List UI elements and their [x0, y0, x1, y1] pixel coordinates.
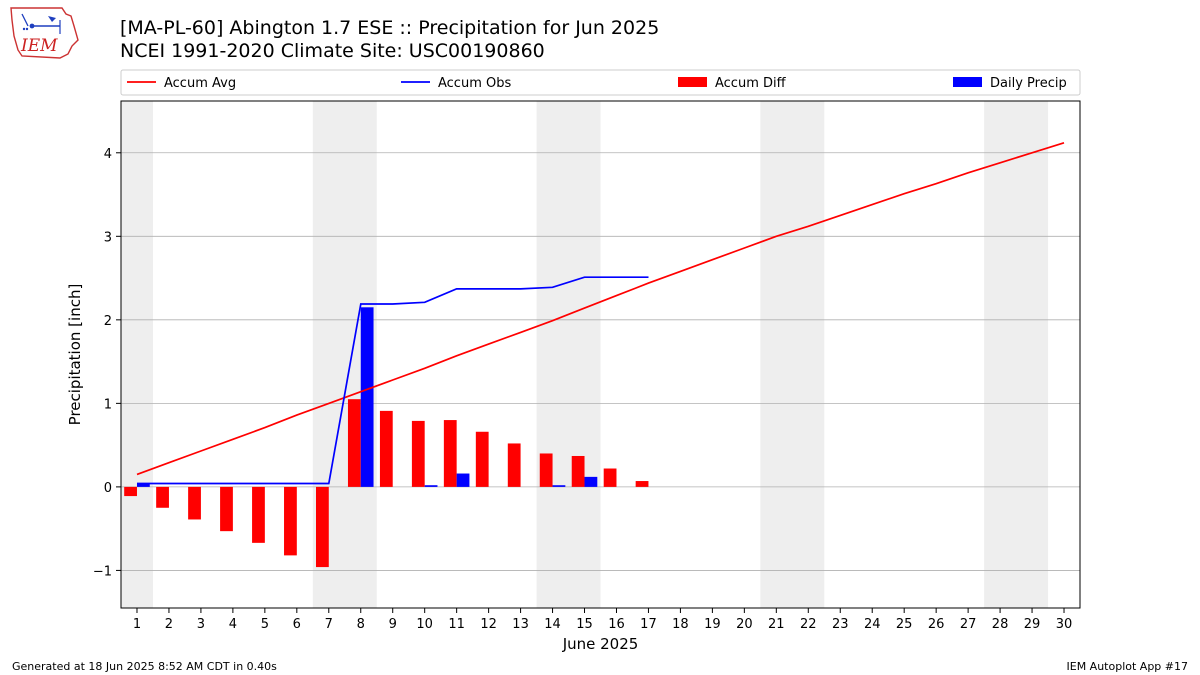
- x-tick-label: 3: [197, 617, 205, 632]
- app-label: IEM Autoplot App #17: [1066, 660, 1189, 673]
- x-tick-label: 17: [640, 617, 657, 632]
- y-axis-label: Precipitation [inch]: [66, 284, 84, 426]
- accum-diff-bar: [475, 431, 489, 487]
- x-tick-label: 22: [800, 617, 817, 632]
- x-tick-label: 8: [357, 617, 365, 632]
- accum-diff-bar: [635, 481, 649, 487]
- x-tick-label: 19: [704, 617, 721, 632]
- y-tick-label: −1: [93, 564, 112, 579]
- x-tick-label: 16: [608, 617, 625, 632]
- x-tick-label: 21: [768, 617, 785, 632]
- weekend-band-0: [121, 101, 153, 608]
- chart-subtitle: NCEI 1991-2020 Climate Site: USC00190860: [120, 40, 545, 62]
- y-tick-label: 2: [104, 314, 112, 329]
- y-tick-label: 4: [104, 147, 112, 162]
- x-tick-label: 27: [960, 617, 977, 632]
- legend-label: Accum Obs: [438, 76, 511, 91]
- weekend-band-3: [760, 101, 825, 608]
- weekend-band-2: [536, 101, 601, 608]
- accum-obs-line: [137, 276, 649, 485]
- accum-diff-bar: [411, 420, 425, 487]
- legend-box: [120, 69, 1081, 96]
- plot-frame: [120, 100, 1081, 609]
- accum-diff-bar: [124, 486, 137, 497]
- lines: [136, 141, 1065, 485]
- x-tick-label: 4: [229, 617, 237, 632]
- x-tick-label: 7: [325, 617, 333, 632]
- x-tick-label: 10: [416, 617, 433, 632]
- daily-precip-bar: [136, 483, 150, 487]
- gridlines: [121, 152, 1080, 571]
- accum-diff-bar: [284, 486, 297, 556]
- iem-logo: IEM: [8, 6, 80, 60]
- x-tick-label: 30: [1056, 617, 1073, 632]
- accum-diff-bar: [571, 455, 585, 487]
- weekend-band-4: [984, 101, 1049, 608]
- bars: [124, 307, 649, 568]
- x-tick-label: 26: [928, 617, 945, 632]
- x-axis-label: June 2025: [562, 635, 639, 653]
- x-tick-label: 15: [576, 617, 593, 632]
- x-tick-label: 24: [864, 617, 881, 632]
- x-tick-label: 9: [389, 617, 397, 632]
- x-tick-label: 28: [992, 617, 1009, 632]
- accum-diff-bar: [539, 453, 553, 487]
- daily-precip-bar: [360, 307, 374, 487]
- legend-label: Daily Precip: [990, 76, 1067, 91]
- accum-diff-bar: [507, 443, 521, 487]
- y-tick-label: 3: [104, 230, 112, 245]
- accum-avg-line: [136, 141, 1065, 476]
- generated-note: Generated at 18 Jun 2025 8:52 AM CDT in …: [12, 660, 277, 673]
- daily-precip-bar: [456, 473, 470, 487]
- legend-swatch-bar: [678, 77, 707, 87]
- accum-diff-bar: [315, 486, 329, 568]
- logo-text: IEM: [20, 36, 58, 56]
- weekend-shading: [121, 101, 1049, 608]
- accum-diff-bar: [252, 486, 265, 543]
- y-tick-label: 0: [104, 481, 112, 496]
- accum-diff-bar: [379, 410, 393, 487]
- accum-diff-bar: [188, 486, 201, 520]
- x-tick-label: 2: [165, 617, 173, 632]
- y-tick-label: 1: [104, 397, 112, 412]
- x-tick-label: 23: [832, 617, 849, 632]
- accum-diff-bar: [220, 486, 233, 532]
- accum-diff-bar: [603, 468, 617, 487]
- x-tick-label: 5: [261, 617, 269, 632]
- chart-title: [MA-PL-60] Abington 1.7 ESE :: Precipita…: [120, 17, 660, 39]
- accum-diff-bar: [156, 486, 169, 508]
- x-tick-label: 25: [896, 617, 913, 632]
- accum-diff-bar: [347, 399, 361, 487]
- legend-label: Accum Diff: [715, 76, 787, 91]
- accum-diff-bar: [443, 420, 457, 487]
- daily-precip-bar: [584, 476, 598, 487]
- legend: Accum Avg Accum Obs Accum Diff Daily Precip: [120, 69, 1081, 96]
- x-tick-label: 13: [512, 617, 529, 632]
- x-tick-label: 18: [672, 617, 689, 632]
- x-tick-label: 14: [544, 617, 561, 632]
- legend-swatch-bar: [953, 77, 982, 87]
- x-tick-label: 11: [448, 617, 465, 632]
- x-tick-label: 20: [736, 617, 753, 632]
- x-tick-label: 12: [480, 617, 497, 632]
- x-tick-label: 6: [293, 617, 301, 632]
- x-tick-label: 1: [133, 617, 141, 632]
- daily-precip-bar: [424, 485, 438, 487]
- daily-precip-bar: [552, 485, 566, 487]
- x-tick-label: 29: [1024, 617, 1041, 632]
- legend-label: Accum Avg: [164, 76, 236, 91]
